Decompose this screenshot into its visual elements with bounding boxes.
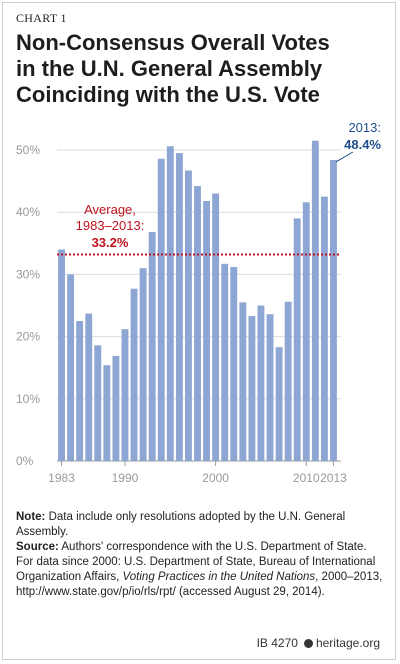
source-text-a: Authors' correspondence with the U.S. De… (16, 541, 376, 583)
heritage-logo-icon (303, 639, 313, 648)
bar-1995 (166, 146, 174, 461)
site-link[interactable]: heritage.org (315, 636, 380, 650)
y-tick-label: 40% (16, 205, 40, 219)
bar-1991 (130, 288, 138, 461)
bar-1986 (85, 313, 93, 461)
bar-1990 (121, 329, 129, 461)
bar-1998 (194, 186, 201, 462)
last-value-annotation: 2013: 48.4% (344, 120, 381, 152)
bar-1996 (175, 153, 183, 462)
bar-2002 (230, 266, 238, 461)
bar-2007 (275, 347, 283, 461)
y-tick-label: 50% (16, 143, 40, 157)
chart-title-line-1: Non-Consensus Overall Votes (16, 30, 330, 55)
average-label-line-1: Average, (84, 202, 136, 217)
bar-1984 (67, 274, 75, 461)
average-label-line-2: 1983–2013: (76, 218, 145, 233)
chart-title-line-3: Coinciding with the U.S. Vote (16, 82, 320, 107)
bar-2011 (311, 140, 319, 462)
bar-2000 (212, 193, 220, 462)
bar-1988 (103, 365, 111, 461)
y-tick-label: 10% (16, 392, 40, 406)
source-publication: Voting Practices in the United Nations (122, 571, 316, 583)
bar-1992 (139, 268, 147, 461)
bar-1983 (58, 249, 65, 461)
y-tick-label: 20% (16, 330, 40, 344)
bar-2010 (302, 202, 310, 462)
x-axis-labels: 1983 1990 2000 2010 2013 (48, 461, 347, 485)
bar-2008 (284, 301, 292, 461)
bar-1985 (76, 321, 84, 461)
last-year-value: 48.4% (344, 137, 381, 152)
bar-2001 (221, 263, 229, 461)
bar-2003 (239, 302, 247, 461)
note-paragraph: Note: Data include only resolutions adop… (16, 510, 386, 540)
y-axis-labels: 0% 10% 20% 30% 40% 50% (16, 143, 40, 468)
bar-1994 (157, 158, 165, 461)
footer: IB 4270 heritage.org (257, 636, 380, 650)
last-year-label: 2013: (348, 120, 381, 135)
source-paragraph: Source: Authors' correspondence with the… (16, 540, 386, 600)
bar-2004 (248, 316, 256, 461)
chart-frame (2, 2, 396, 660)
chart-label: CHART 1 (16, 11, 67, 25)
x-tick-label: 1983 (48, 471, 75, 485)
bar-1997 (184, 170, 192, 461)
note-label: Note: (16, 511, 46, 523)
bar-2005 (257, 305, 265, 461)
bar-1989 (112, 355, 120, 461)
bar-1993 (148, 232, 156, 461)
chart-title-line-2: in the U.N. General Assembly (16, 56, 323, 81)
source-label: Source: (16, 541, 59, 553)
x-tick-label: 2000 (202, 471, 229, 485)
bar-chart: 0% 10% 20% 30% 40% 50% 1983 1990 2000 2010 2013 A… (16, 120, 381, 485)
x-tick-label: 2013 (320, 471, 347, 485)
last-value-callout-line (335, 151, 354, 163)
note-text: Data include only resolutions adopted by… (16, 511, 346, 538)
source-text-b: , 2000–2013, http://www.state.gov/p/io/r… (16, 571, 383, 598)
x-tick-label: 2010 (293, 471, 320, 485)
chart-title: Non-Consensus Overall Votes in the U.N. … (16, 30, 386, 108)
average-annotation: Average, 1983–2013: 33.2% (76, 202, 145, 250)
x-tick-label: 1990 (112, 471, 139, 485)
bar-1999 (203, 201, 211, 461)
bar-2006 (266, 314, 274, 461)
bar-2009 (293, 218, 301, 461)
y-tick-label: 30% (16, 267, 40, 281)
bar-2013 (330, 159, 337, 461)
bar-2012 (320, 196, 328, 461)
bar-1987 (94, 345, 102, 461)
y-tick-label: 0% (16, 454, 34, 468)
report-id: IB 4270 (256, 636, 298, 650)
average-value: 33.2% (92, 235, 129, 250)
bars (58, 140, 337, 462)
notes: Note: Data include only resolutions adop… (16, 510, 386, 600)
